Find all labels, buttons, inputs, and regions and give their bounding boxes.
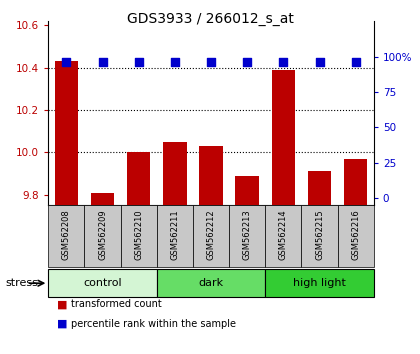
Text: GSM562214: GSM562214 [279, 210, 288, 260]
Point [171, 59, 178, 65]
Text: GSM562213: GSM562213 [243, 210, 252, 261]
Bar [302, 205, 338, 267]
Point [352, 59, 359, 65]
Text: dark: dark [199, 278, 223, 288]
Text: GSM562208: GSM562208 [62, 210, 71, 261]
Bar [229, 205, 265, 267]
Text: GSM562209: GSM562209 [98, 210, 107, 260]
Text: GSM562215: GSM562215 [315, 210, 324, 260]
Bar [236, 176, 259, 205]
Bar [127, 153, 150, 205]
Point [99, 59, 106, 65]
Bar [344, 159, 368, 205]
Bar [265, 269, 374, 297]
Bar [272, 70, 295, 205]
Bar [265, 205, 302, 267]
Text: GSM562212: GSM562212 [207, 210, 215, 260]
Bar [48, 269, 157, 297]
Text: GDS3933 / 266012_s_at: GDS3933 / 266012_s_at [126, 12, 294, 27]
Point [244, 59, 251, 65]
Text: percentile rank within the sample: percentile rank within the sample [71, 319, 236, 329]
Bar [55, 62, 78, 205]
Bar [91, 193, 114, 205]
Text: transformed count: transformed count [71, 299, 162, 309]
Text: GSM562216: GSM562216 [351, 210, 360, 261]
Bar [308, 171, 331, 205]
Bar [84, 205, 121, 267]
Bar [200, 146, 223, 205]
Bar [121, 205, 157, 267]
Bar [48, 205, 84, 267]
Bar [157, 269, 265, 297]
Text: GSM562211: GSM562211 [171, 210, 179, 260]
Bar [338, 205, 374, 267]
Text: ■: ■ [57, 319, 67, 329]
Text: high light: high light [293, 278, 346, 288]
Point [63, 59, 70, 65]
Point [135, 59, 142, 65]
Text: control: control [83, 278, 122, 288]
Bar [157, 205, 193, 267]
Text: stress: stress [5, 278, 38, 288]
Point [316, 59, 323, 65]
Bar [163, 142, 186, 205]
Point [208, 59, 215, 65]
Point [280, 59, 287, 65]
Bar [193, 205, 229, 267]
Text: ■: ■ [57, 299, 67, 309]
Text: GSM562210: GSM562210 [134, 210, 143, 260]
